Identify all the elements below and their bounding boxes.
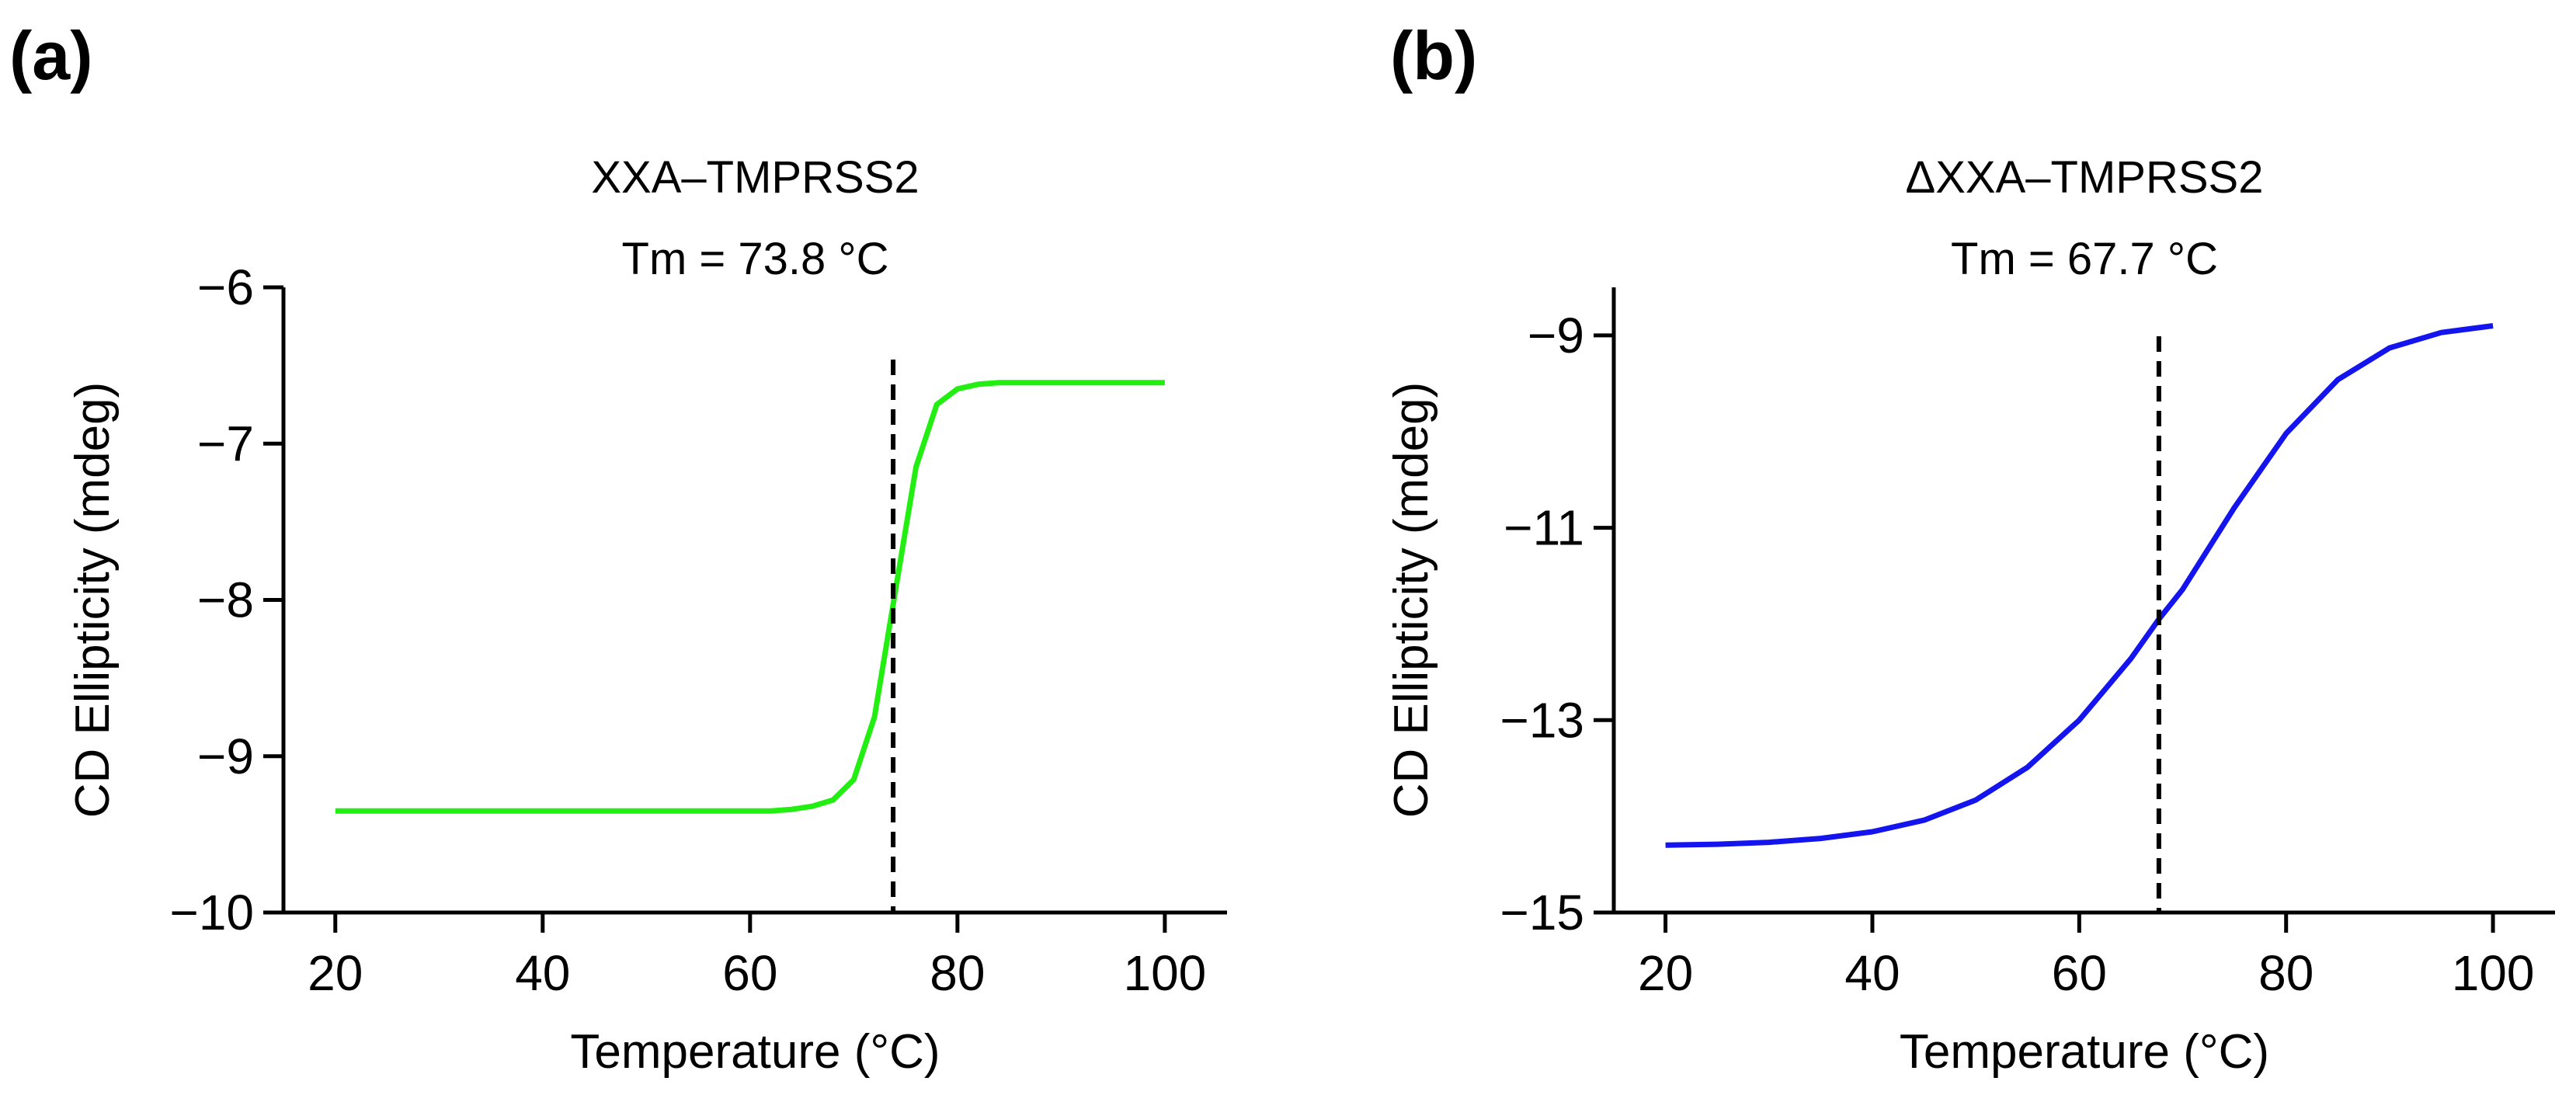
x-tick-label: 40 <box>515 945 570 1001</box>
panel-label-a: (a) <box>9 17 93 94</box>
y-tick-label: −6 <box>197 259 254 315</box>
x-tick-label: 100 <box>2452 945 2535 1001</box>
x-tick-label: 20 <box>308 945 363 1001</box>
panel-label-b: (b) <box>1390 17 1478 94</box>
chart-a: XXA–TMPRSS2 Tm = 73.8 °C −10 −9 −8 −7 −6 20 40 60… <box>66 152 1227 1079</box>
x-axis-label: Temperature (°C) <box>570 1025 940 1079</box>
chart-subtitle-tm: Tm = 73.8 °C <box>622 234 889 284</box>
y-tick-label: −9 <box>1528 308 1584 363</box>
chart-b: ΔXXA–TMPRSS2 Tm = 67.7 °C −15 −13 −11 −9 20 40 6… <box>1385 152 2555 1079</box>
x-tick-label: 20 <box>1638 945 1693 1001</box>
x-tick-label: 40 <box>1844 945 1900 1001</box>
y-tick-label: −7 <box>197 415 254 471</box>
y-axis-label: CD Ellipticity (mdeg) <box>66 382 120 819</box>
y-tick-label: −11 <box>1504 500 1584 556</box>
x-tick-label: 80 <box>930 945 985 1001</box>
chart-title: XXA–TMPRSS2 <box>591 152 919 203</box>
y-tick-label: −13 <box>1500 692 1584 748</box>
x-axis-label: Temperature (°C) <box>1900 1025 2269 1079</box>
y-tick-label: −8 <box>197 572 254 628</box>
y-tick-label: −15 <box>1500 885 1584 940</box>
x-tick-label: 80 <box>2258 945 2314 1001</box>
x-tick-label: 100 <box>1123 945 1206 1001</box>
y-tick-label: −10 <box>169 885 254 940</box>
y-axis-label: CD Ellipticity (mdeg) <box>1385 382 1438 819</box>
chart-subtitle-tm: Tm = 67.7 °C <box>1951 234 2218 284</box>
series-line-0 <box>1665 323 2494 848</box>
chart-title: ΔXXA–TMPRSS2 <box>1906 152 2264 203</box>
y-tick-label: −9 <box>197 728 254 784</box>
series-line-0 <box>335 380 1165 814</box>
x-tick-label: 60 <box>2052 945 2107 1001</box>
x-tick-label: 60 <box>722 945 777 1001</box>
